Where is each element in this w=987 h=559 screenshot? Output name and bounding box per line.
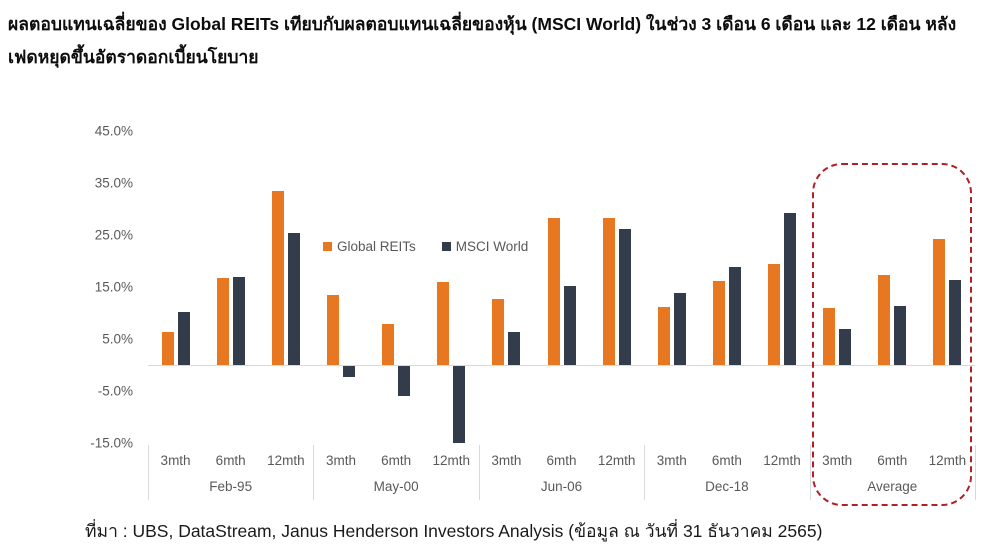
chart-title: ผลตอบแทนเฉลี่ยของ Global REITs เทียบกับผ…	[8, 14, 957, 67]
legend-item-msci-world: MSCI World	[441, 239, 529, 254]
bar-reits-average-12mth	[933, 238, 946, 365]
bar-msci-average-6mth	[894, 306, 907, 365]
bar-msci-may-00-3mth	[342, 366, 355, 377]
bar-reits-dec-18-3mth	[657, 306, 670, 365]
bar-msci-average-3mth	[839, 328, 852, 365]
bar-msci-feb-95-12mth	[287, 232, 300, 365]
y-axis-tick: 15.0%	[94, 279, 133, 295]
bar-reits-may-00-3mth	[326, 295, 339, 365]
category-separator	[313, 445, 315, 500]
bar-reits-dec-18-12mth	[768, 264, 781, 365]
legend-label-msci-world: MSCI World	[455, 239, 529, 254]
bar-msci-may-00-12mth	[453, 366, 466, 444]
bar-reits-feb-95-12mth	[271, 190, 284, 365]
category-separator	[809, 445, 811, 500]
bar-msci-jun-06-3mth	[508, 332, 521, 365]
bar-msci-jun-06-6mth	[563, 285, 576, 365]
bar-msci-average-12mth	[949, 279, 962, 365]
category-separator	[478, 445, 480, 500]
bar-msci-jun-06-12mth	[618, 228, 631, 365]
x-axis-label-month: 6mth	[877, 453, 908, 468]
legend-label-global-reits: Global REITs	[337, 239, 416, 254]
bar-reits-may-00-6mth	[382, 323, 395, 365]
bar-msci-dec-18-12mth	[784, 212, 797, 365]
x-axis-label-month: 6mth	[546, 453, 577, 468]
category-separator	[975, 445, 976, 500]
msci-world-swatch-icon	[441, 242, 451, 251]
x-axis-label-group: Average	[867, 479, 918, 494]
bar-reits-dec-18-6mth	[712, 281, 725, 365]
bar-reits-average-6mth	[878, 275, 891, 365]
bar-msci-may-00-6mth	[398, 366, 411, 397]
bar-msci-dec-18-6mth	[728, 266, 741, 365]
x-axis-label-month: 3mth	[325, 453, 356, 468]
x-axis-label-month: 12mth	[928, 453, 967, 468]
y-axis-tick: 5.0%	[102, 331, 133, 347]
x-axis-label-month: 6mth	[711, 453, 742, 468]
bar-reits-may-00-12mth	[437, 281, 450, 365]
x-axis-label-month: 3mth	[656, 453, 687, 468]
bar-msci-feb-95-6mth	[232, 277, 245, 365]
chart-legend: Global REITs MSCI World	[323, 239, 528, 254]
bar-chart: Global REITs MSCI World 45.0% 35.0% 25.0% 1…	[0, 108, 987, 508]
category-separator	[644, 445, 646, 500]
y-axis-tick: 25.0%	[94, 227, 133, 243]
x-axis-label-group: Jun-06	[540, 479, 583, 494]
bar-reits-jun-06-6mth	[547, 218, 560, 365]
bar-reits-feb-95-6mth	[216, 277, 229, 365]
y-axis-tick: -5.0%	[97, 383, 133, 399]
global-reits-swatch-icon	[323, 242, 332, 251]
bar-reits-jun-06-3mth	[492, 299, 505, 365]
category-separator	[148, 445, 149, 500]
legend-item-global-reits: Global REITs	[323, 239, 416, 254]
zero-gridline	[148, 365, 975, 366]
bar-msci-dec-18-3mth	[673, 292, 686, 365]
bar-reits-jun-06-12mth	[602, 218, 615, 365]
x-axis-label-month: 6mth	[381, 453, 412, 468]
source-note: ที่มา : UBS, DataStream, Janus Henderson…	[85, 521, 823, 541]
x-axis-label-month: 3mth	[160, 453, 191, 468]
x-axis-label-month: 3mth	[491, 453, 522, 468]
bar-reits-average-3mth	[823, 307, 836, 365]
x-axis-label-month: 6mth	[215, 453, 246, 468]
x-axis-label-month: 3mth	[822, 453, 853, 468]
x-axis-label-month: 12mth	[597, 453, 636, 468]
x-axis-label-group: Dec-18	[705, 479, 749, 494]
bar-msci-feb-95-3mth	[177, 312, 190, 365]
x-axis-label-group: Feb-95	[209, 479, 253, 494]
y-axis-tick: 45.0%	[94, 123, 133, 139]
x-axis-label-month: 12mth	[267, 453, 305, 468]
bar-reits-feb-95-3mth	[161, 332, 174, 365]
y-axis-tick: 35.0%	[94, 175, 133, 191]
x-axis-label-group: May-00	[373, 479, 419, 494]
x-axis-label-month: 12mth	[432, 453, 470, 468]
x-axis-label-month: 12mth	[763, 453, 801, 468]
y-axis-tick: -15.0%	[90, 435, 133, 451]
